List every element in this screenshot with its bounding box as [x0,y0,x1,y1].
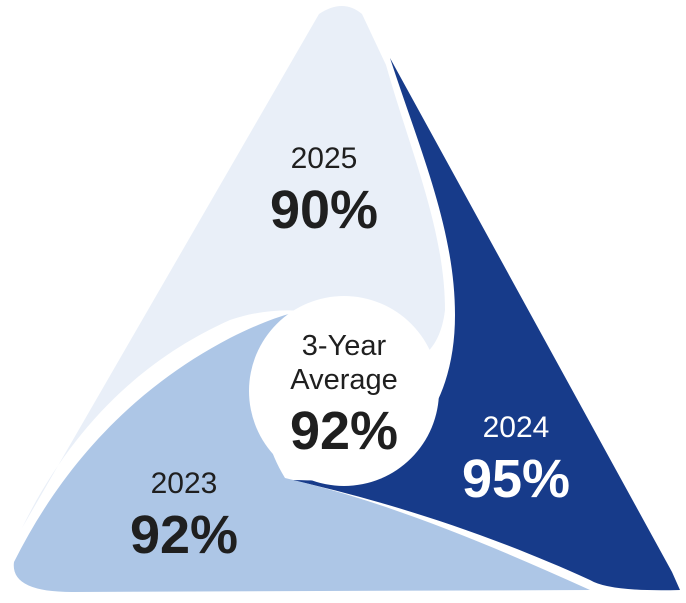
segment-2024-percent: 95% [462,449,570,509]
segment-2023-percent: 92% [130,505,238,565]
segment-2025-percent: 90% [270,180,378,240]
segment-2023-year: 2023 [151,467,218,500]
center-percent: 92% [290,401,398,461]
segment-2023 [13,308,591,592]
segment-2025 [22,6,445,528]
center-label-line2: Average [290,364,398,396]
segment-2024-year: 2024 [483,411,550,444]
center-circle [249,296,439,486]
center-label-line1: 3-Year [302,330,387,362]
segment-2024 [292,58,680,591]
segment-2025-year: 2025 [291,142,358,175]
